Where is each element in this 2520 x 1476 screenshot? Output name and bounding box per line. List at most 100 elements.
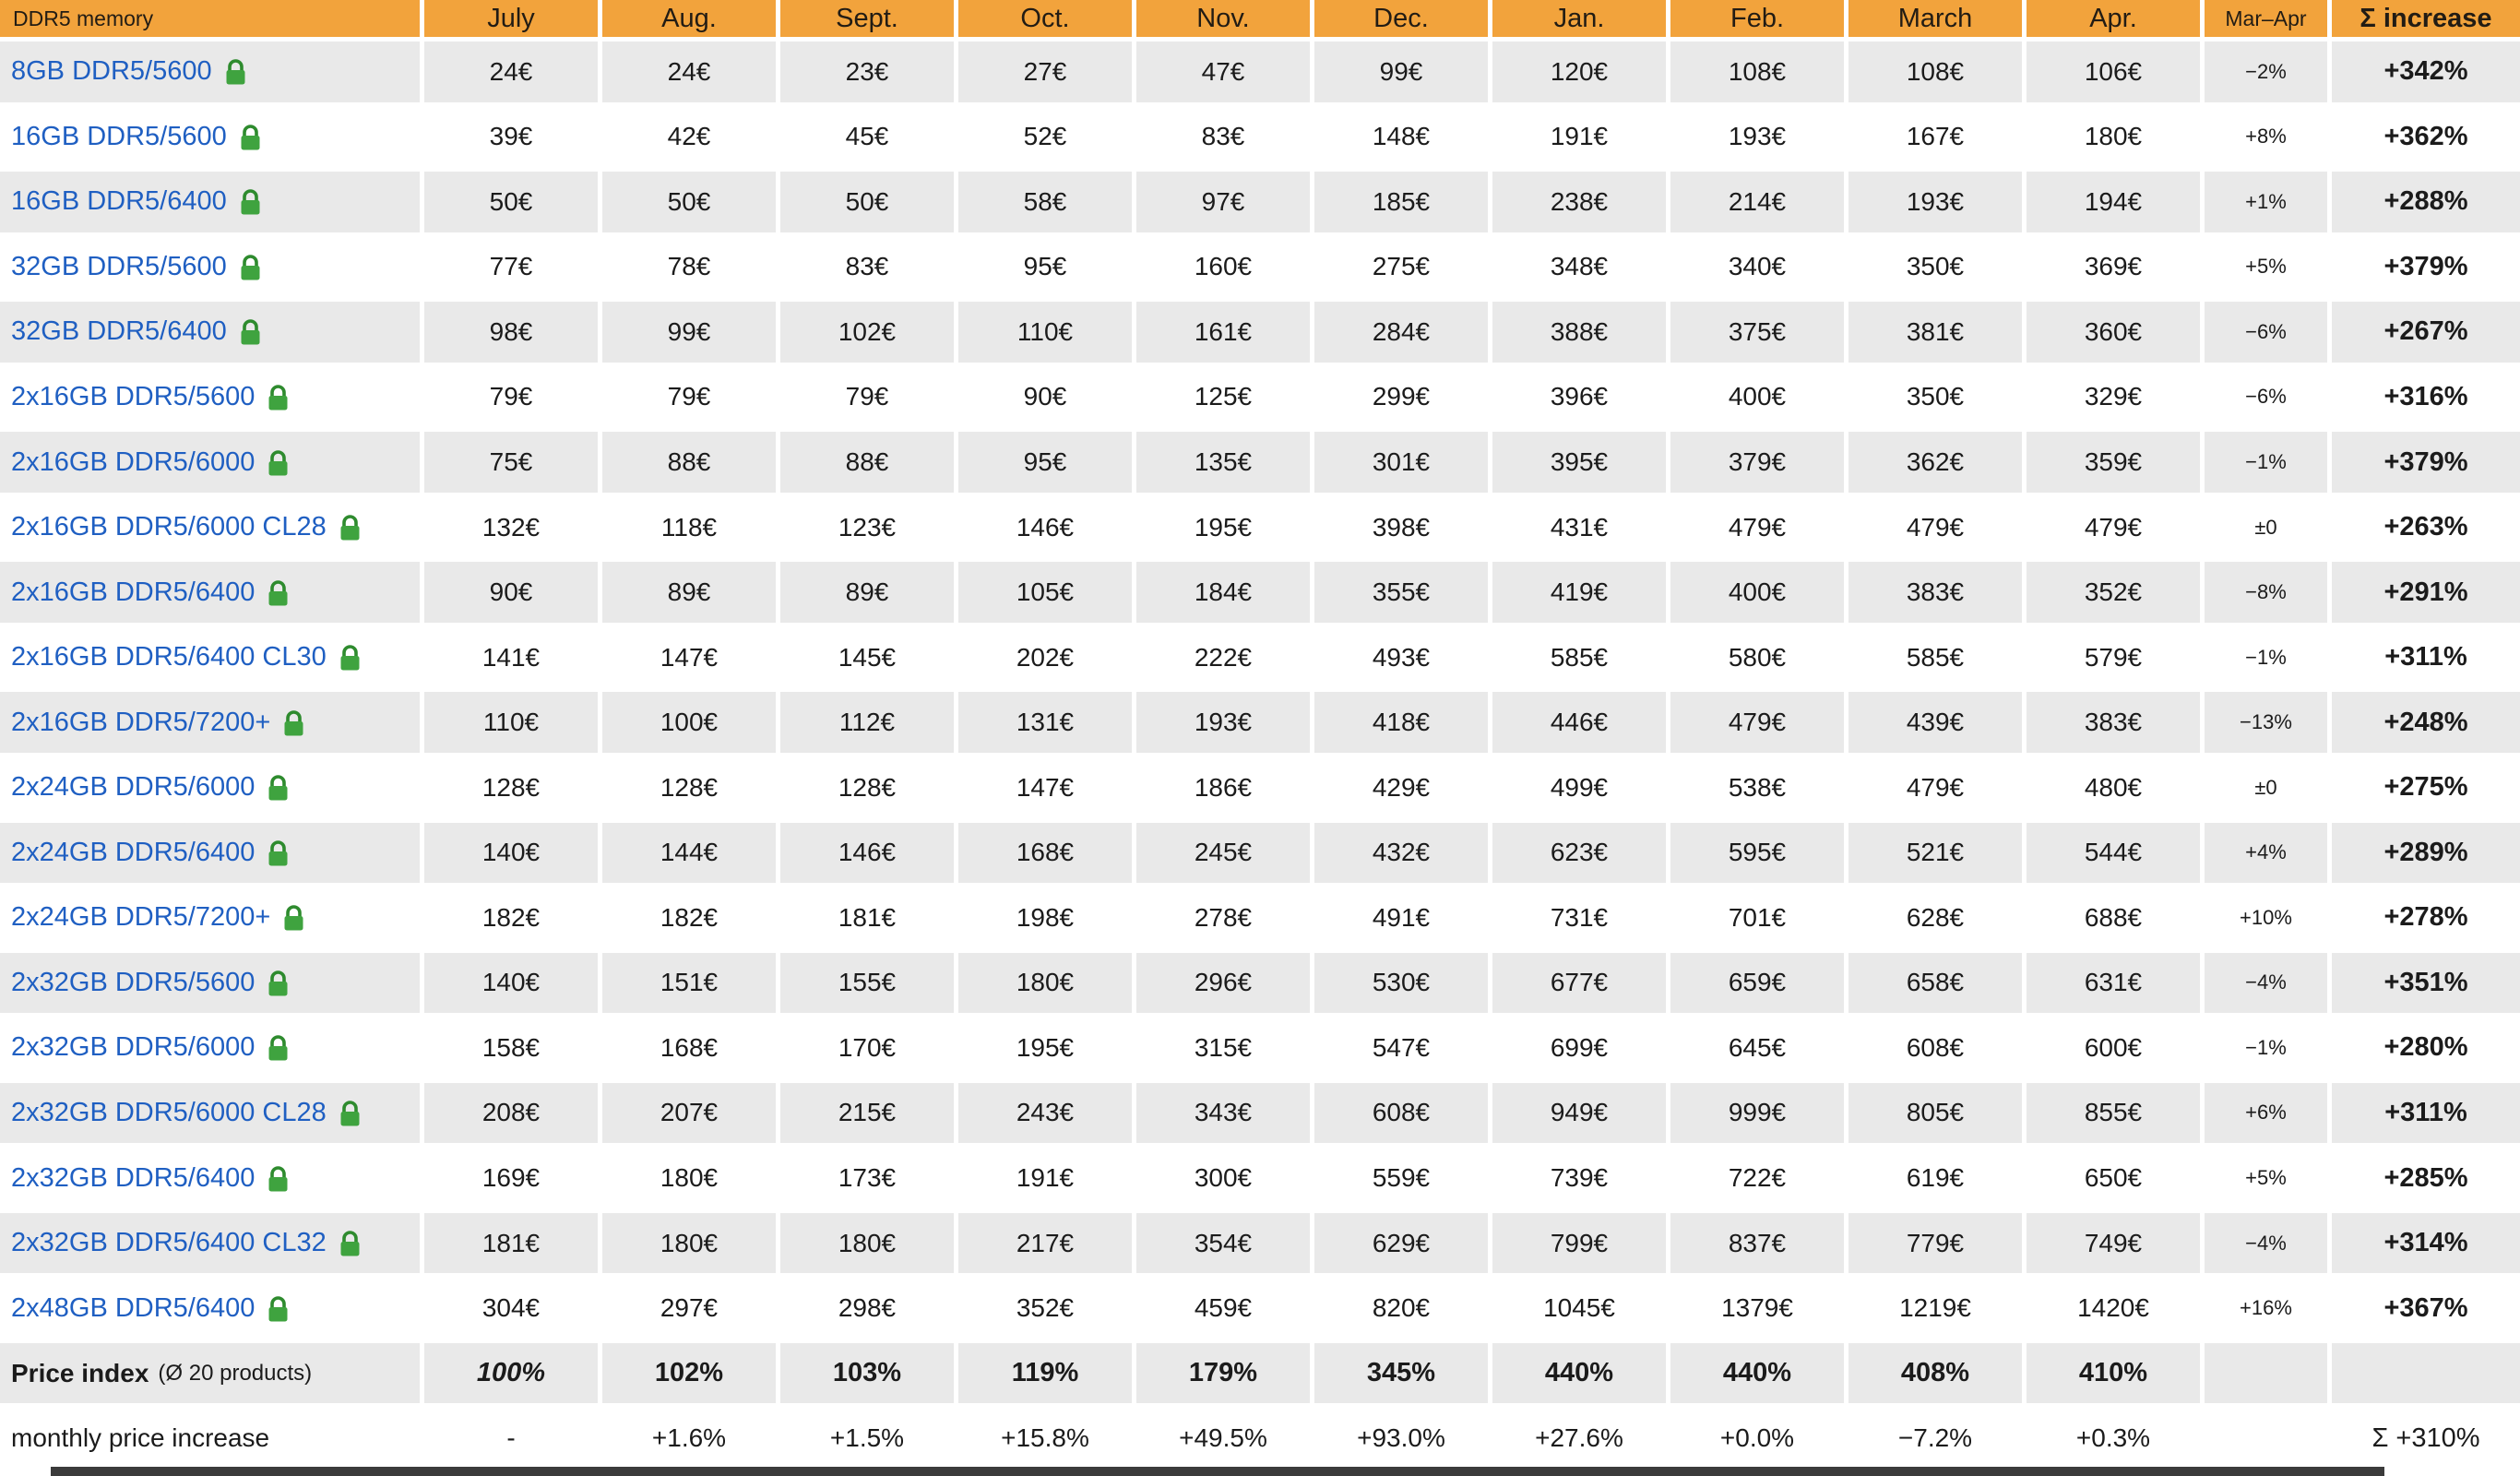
price-cell: 645€ bbox=[1728, 1032, 1787, 1062]
price-cell: 608€ bbox=[1314, 1082, 1488, 1144]
product-link[interactable]: 16GB DDR5/6400 bbox=[11, 186, 263, 217]
price-cell: 89€ bbox=[780, 562, 954, 623]
price-cell: 193€ bbox=[1848, 172, 2022, 232]
price-cell: 180€ bbox=[958, 952, 1132, 1014]
product-label: 2x32GB DDR5/5600 bbox=[11, 967, 256, 997]
product-link[interactable]: 2x24GB DDR5/6400 bbox=[11, 838, 291, 868]
price-cell: 479€ bbox=[1670, 692, 1844, 753]
price-index-cell: 440% bbox=[1670, 1342, 1844, 1404]
price-cell: 579€ bbox=[2084, 642, 2143, 672]
price-cell: 623€ bbox=[1492, 822, 1666, 884]
price-cell: 805€ bbox=[1848, 1082, 2022, 1144]
lock-icon bbox=[268, 775, 288, 801]
price-cell: 479€ bbox=[2084, 512, 2143, 542]
product-cell: 2x16GB DDR5/6400 CL30 bbox=[0, 627, 420, 688]
total-cell: +311% bbox=[2332, 1082, 2520, 1144]
price-cell: 400€ bbox=[1728, 382, 1787, 411]
price-cell: 120€ bbox=[1492, 42, 1666, 102]
price-cell: 147€ bbox=[660, 642, 719, 672]
price-cell: 432€ bbox=[1314, 822, 1488, 884]
price-cell: 112€ bbox=[780, 692, 954, 753]
change-cell: +16% bbox=[2240, 1296, 2292, 1320]
total-cell: +280% bbox=[2383, 1032, 2468, 1063]
price-cell: 42€ bbox=[667, 122, 711, 151]
product-cell: 2x24GB DDR5/6000 bbox=[0, 757, 420, 818]
price-cell: 50€ bbox=[424, 172, 598, 232]
product-link[interactable]: 32GB DDR5/6400 bbox=[11, 316, 263, 347]
price-cell: 381€ bbox=[1848, 302, 2022, 363]
product-link[interactable]: 32GB DDR5/5600 bbox=[11, 252, 263, 282]
price-cell: 180€ bbox=[2084, 122, 2143, 151]
product-link[interactable]: 2x16GB DDR5/6400 CL30 bbox=[11, 642, 363, 673]
price-cell: 628€ bbox=[1906, 902, 1965, 932]
product-link[interactable]: 2x32GB DDR5/5600 bbox=[11, 968, 291, 998]
price-cell: 180€ bbox=[780, 1212, 954, 1274]
lock-icon bbox=[268, 449, 288, 476]
lock-icon bbox=[268, 970, 288, 996]
price-cell: 275€ bbox=[1372, 252, 1431, 281]
total-cell: +379% bbox=[2332, 432, 2520, 493]
price-cell: 90€ bbox=[424, 562, 598, 623]
price-cell: 362€ bbox=[1848, 432, 2022, 493]
price-cell: 160€ bbox=[1194, 252, 1253, 281]
price-index-note: (Ø 20 products) bbox=[158, 1360, 313, 1386]
price-index-cell: 410% bbox=[2027, 1342, 2200, 1404]
lock-icon bbox=[268, 1035, 288, 1061]
price-cell: 99€ bbox=[1314, 42, 1488, 102]
product-cell: 2x32GB DDR5/6400 CL32 bbox=[0, 1212, 420, 1274]
product-link[interactable]: 2x16GB DDR5/5600 bbox=[11, 382, 291, 412]
price-cell: 195€ bbox=[1194, 512, 1253, 542]
price-index-total-empty bbox=[2332, 1342, 2520, 1404]
price-cell: 315€ bbox=[1194, 1032, 1253, 1062]
price-cell: 245€ bbox=[1136, 822, 1310, 884]
price-cell: 123€ bbox=[838, 512, 897, 542]
price-cell: 677€ bbox=[1492, 952, 1666, 1014]
product-link[interactable]: 2x32GB DDR5/6400 CL32 bbox=[11, 1228, 363, 1258]
lock-icon bbox=[241, 319, 260, 345]
product-link[interactable]: 16GB DDR5/5600 bbox=[11, 122, 263, 152]
monthly-increase-total: Σ +310% bbox=[2371, 1422, 2480, 1453]
change-cell: ±0 bbox=[2254, 775, 2277, 799]
product-link[interactable]: 2x48GB DDR5/6400 bbox=[11, 1293, 291, 1324]
price-cell: 99€ bbox=[602, 302, 776, 363]
price-cell: 145€ bbox=[838, 642, 897, 672]
product-link[interactable]: 2x32GB DDR5/6000 bbox=[11, 1032, 291, 1063]
product-cell: 2x24GB DDR5/6400 bbox=[0, 822, 420, 884]
price-cell: 202€ bbox=[1016, 642, 1075, 672]
price-cell: 699€ bbox=[1550, 1032, 1609, 1062]
total-cell: +275% bbox=[2383, 772, 2468, 803]
total-cell: +351% bbox=[2332, 952, 2520, 1014]
price-cell: 147€ bbox=[1016, 772, 1075, 802]
price-cell: 379€ bbox=[1670, 432, 1844, 493]
product-link[interactable]: 8GB DDR5/5600 bbox=[11, 56, 248, 87]
total-cell: +278% bbox=[2383, 902, 2468, 933]
product-link[interactable]: 2x16GB DDR5/6000 CL28 bbox=[11, 512, 363, 542]
price-cell: 186€ bbox=[1194, 772, 1253, 802]
price-cell: 140€ bbox=[424, 952, 598, 1014]
total-header: Σ increase bbox=[2332, 0, 2520, 37]
product-cell: 16GB DDR5/6400 bbox=[0, 172, 420, 232]
product-link[interactable]: 2x24GB DDR5/7200+ bbox=[11, 902, 306, 933]
product-cell: 16GB DDR5/5600 bbox=[0, 107, 420, 168]
product-cell: 2x32GB DDR5/6400 bbox=[0, 1148, 420, 1208]
price-cell: 146€ bbox=[1016, 512, 1075, 542]
product-cell: 2x16GB DDR5/6000 CL28 bbox=[0, 497, 420, 558]
price-cell: 749€ bbox=[2027, 1212, 2200, 1274]
price-cell: 83€ bbox=[845, 252, 889, 281]
price-cell: 658€ bbox=[1848, 952, 2022, 1014]
price-cell: 1379€ bbox=[1721, 1293, 1793, 1323]
product-link[interactable]: 2x16GB DDR5/6000 bbox=[11, 447, 291, 478]
price-cell: 110€ bbox=[958, 302, 1132, 363]
product-link[interactable]: 2x24GB DDR5/6000 bbox=[11, 772, 291, 803]
product-link[interactable]: 2x16GB DDR5/7200+ bbox=[11, 708, 306, 738]
price-cell: 297€ bbox=[660, 1293, 719, 1323]
product-link[interactable]: 2x16GB DDR5/6400 bbox=[11, 577, 291, 608]
product-link[interactable]: 2x32GB DDR5/6400 bbox=[11, 1163, 291, 1194]
month-header: Nov. bbox=[1136, 0, 1310, 37]
price-index-cell: 103% bbox=[780, 1342, 954, 1404]
product-label: 2x16GB DDR5/7200+ bbox=[11, 707, 271, 737]
product-link[interactable]: 2x32GB DDR5/6000 CL28 bbox=[11, 1098, 363, 1128]
price-cell: 418€ bbox=[1314, 692, 1488, 753]
lock-icon bbox=[340, 515, 360, 541]
price-cell: 27€ bbox=[958, 42, 1132, 102]
